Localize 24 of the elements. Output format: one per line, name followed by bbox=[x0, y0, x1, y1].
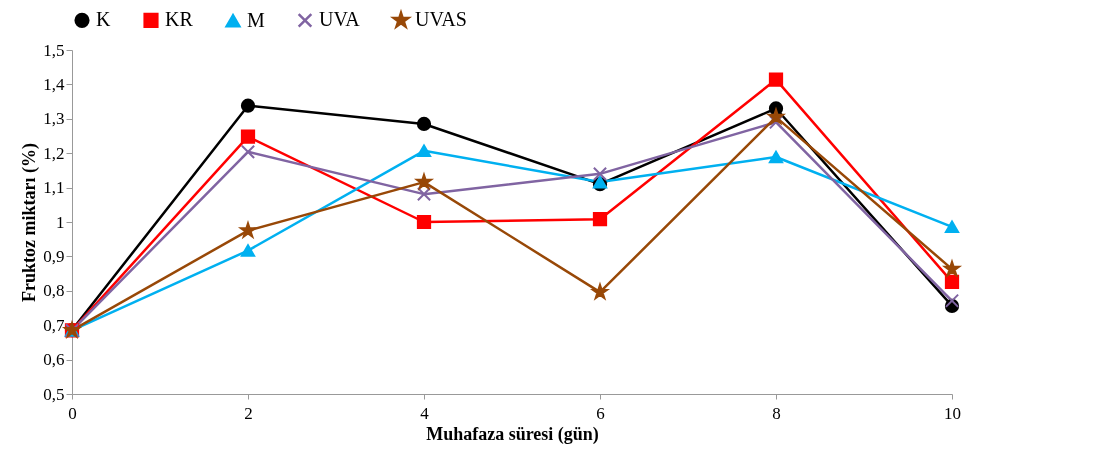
y-tick-label: 1,4 bbox=[43, 74, 65, 94]
x-tick-label: 8 bbox=[772, 403, 781, 423]
legend-label: M bbox=[247, 8, 265, 31]
y-tick-label: 0,6 bbox=[43, 350, 65, 370]
legend-label: UVAS bbox=[415, 8, 467, 31]
y-tick-label: 1,5 bbox=[43, 40, 65, 60]
y-tick-label: 0,5 bbox=[43, 384, 65, 404]
x-tick-label: 6 bbox=[596, 403, 605, 423]
y-tick-label: 0,8 bbox=[43, 281, 65, 301]
x-tick-label: 2 bbox=[244, 403, 253, 423]
x-tick-label: 4 bbox=[420, 403, 430, 423]
legend-label: K bbox=[96, 8, 111, 31]
y-tick-label: 1,3 bbox=[43, 109, 65, 129]
y-tick-label: 1 bbox=[56, 212, 65, 232]
y-axis-title: Fruktoz miktarı (%) bbox=[19, 143, 41, 302]
x-tick-label: 10 bbox=[944, 403, 961, 423]
x-tick-label: 0 bbox=[68, 403, 77, 423]
legend-label: UVA bbox=[319, 8, 361, 31]
y-tick-label: 1,1 bbox=[43, 178, 65, 198]
y-tick-label: 1,2 bbox=[43, 143, 65, 163]
x-axis-title: Muhafaza süresi (gün) bbox=[426, 423, 599, 445]
y-tick-label: 0,9 bbox=[43, 246, 65, 266]
legend-label: KR bbox=[165, 8, 194, 31]
y-tick-label: 0,7 bbox=[43, 315, 65, 335]
